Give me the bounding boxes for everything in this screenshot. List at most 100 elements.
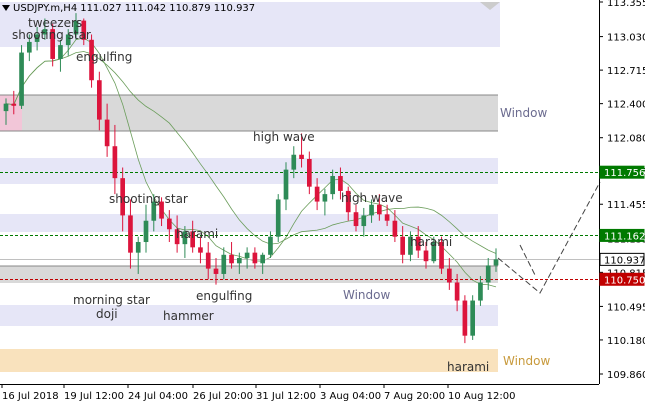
candle-body	[384, 214, 390, 221]
label-high-wave-1: high wave	[253, 130, 315, 144]
label-harami-1: harami	[176, 227, 218, 241]
candle-body	[431, 242, 437, 262]
candle-body	[182, 231, 188, 245]
price-tag-text: 110.750	[604, 275, 645, 286]
candle-body	[275, 199, 281, 237]
label-window-bottom: Window	[503, 354, 551, 368]
candle-body	[291, 154, 297, 170]
label-engulfing-2: engulfing	[196, 289, 252, 303]
candle-body	[205, 252, 211, 269]
candle-body	[34, 34, 40, 42]
candle-body	[58, 45, 63, 59]
candle-body	[81, 20, 87, 40]
candle-body	[408, 236, 413, 255]
candle-body	[198, 247, 203, 253]
candle-body	[167, 218, 172, 230]
candle-body	[322, 194, 328, 202]
candle-body	[89, 39, 94, 81]
zone-marker	[480, 2, 500, 10]
candle-body	[415, 236, 421, 251]
candle-body	[470, 300, 475, 336]
price-tick-label: 109.860	[607, 370, 645, 381]
candle-body	[135, 242, 141, 253]
candle-body	[190, 231, 195, 248]
dropdown-triangle-icon[interactable]	[2, 5, 10, 11]
projection-path	[497, 181, 601, 294]
time-tick-label: 16 Jul 2018	[2, 391, 59, 402]
candle-body	[338, 176, 343, 191]
candle-body	[485, 265, 491, 283]
price-tick-label: 112.400	[607, 100, 645, 111]
candle-body	[19, 52, 24, 106]
candle-body	[143, 220, 149, 243]
candle-body	[128, 215, 133, 253]
projection-segment	[519, 244, 536, 276]
candle-body	[112, 146, 118, 179]
time-tick-label: 3 Aug 04:00	[320, 391, 381, 402]
candle-body	[3, 103, 9, 112]
label-harami-3: harami	[447, 360, 489, 374]
candle-body	[120, 178, 125, 216]
candle-body	[50, 29, 55, 59]
price-tag-110.937	[599, 252, 645, 266]
label-harami-2: harami	[410, 235, 452, 249]
candle-body	[400, 236, 405, 255]
price-tick-label: 112.080	[607, 134, 645, 145]
candle-body	[237, 257, 242, 264]
label-engulfing-1: engulfing	[76, 50, 132, 64]
price-tick-label: 111.455	[607, 200, 645, 211]
candle-body	[330, 176, 335, 195]
candle-body	[260, 254, 265, 264]
candle-body	[392, 220, 398, 237]
price-tag-110.750	[599, 272, 645, 286]
price-tag-text: 111.162	[604, 231, 645, 242]
candle-body	[283, 169, 289, 200]
time-tick-label: 10 Aug 12:00	[448, 391, 515, 402]
zone-blue-3	[0, 214, 498, 232]
candle-body	[174, 229, 180, 245]
candle-body	[104, 119, 110, 147]
label-window-mid: Window	[343, 288, 391, 302]
zone-blue-2	[0, 158, 498, 184]
time-tick-label: 7 Aug 20:00	[384, 391, 445, 402]
candle-body	[229, 254, 234, 264]
candle-body	[423, 250, 429, 262]
candle-body	[299, 154, 304, 159]
label-hammer: hammer	[163, 309, 214, 323]
price-tick-label: 110.180	[607, 336, 645, 347]
price-tick-label: 110.495	[607, 302, 645, 313]
candle-body	[353, 212, 359, 227]
label-high-wave-2: high wave	[341, 191, 403, 205]
candle-body	[439, 242, 444, 269]
price-tag-111.162	[599, 228, 645, 242]
candle-body	[244, 252, 250, 258]
label-tweezers: tweezers	[28, 16, 82, 30]
symbol-label: USDJPY.m,H4	[13, 2, 78, 14]
candle-body	[27, 41, 32, 53]
candle-body	[361, 215, 367, 227]
candle-body	[369, 204, 374, 216]
zone-orange	[0, 349, 498, 372]
zone-pink	[0, 95, 22, 131]
price-tag-111.756	[599, 165, 645, 179]
candle-body	[447, 268, 452, 283]
label-window-top: Window	[500, 106, 548, 120]
candle-body	[42, 29, 48, 35]
zone-window-gray	[0, 95, 498, 131]
candle-body	[159, 201, 164, 219]
candle-body	[307, 158, 312, 187]
time-tick-label: 19 Jul 12:00	[64, 391, 124, 402]
zone-gray-2	[0, 266, 498, 283]
time-tick-label: 26 Jul 20:00	[193, 391, 253, 402]
candle-body	[252, 252, 258, 264]
label-shooting-star-2: shooting star	[109, 192, 188, 206]
candle-body	[213, 268, 219, 274]
candle-body	[462, 300, 468, 336]
label-doji: doji	[96, 307, 118, 321]
price-tick-label: 112.715	[607, 66, 645, 77]
ma-slow-line	[5, 51, 497, 254]
candle-body	[478, 282, 483, 301]
candle-body	[314, 186, 320, 202]
